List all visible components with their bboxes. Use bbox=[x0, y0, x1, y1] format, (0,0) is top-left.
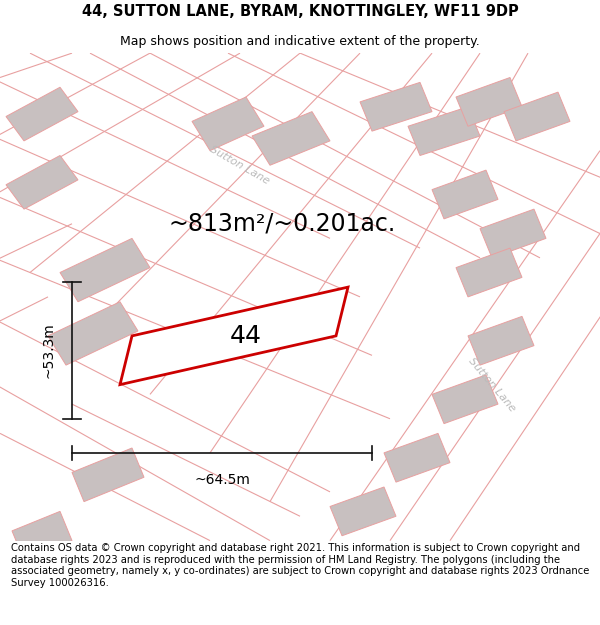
Polygon shape bbox=[360, 82, 432, 131]
Polygon shape bbox=[480, 209, 546, 258]
Text: Contains OS data © Crown copyright and database right 2021. This information is : Contains OS data © Crown copyright and d… bbox=[11, 543, 589, 588]
Polygon shape bbox=[408, 107, 480, 156]
Polygon shape bbox=[252, 112, 330, 165]
Polygon shape bbox=[120, 287, 348, 384]
Polygon shape bbox=[456, 248, 522, 297]
Polygon shape bbox=[432, 170, 498, 219]
Text: Map shows position and indicative extent of the property.: Map shows position and indicative extent… bbox=[120, 35, 480, 48]
Polygon shape bbox=[12, 511, 72, 560]
Text: Sutton Lane: Sutton Lane bbox=[208, 144, 272, 186]
Text: ~64.5m: ~64.5m bbox=[194, 472, 250, 487]
Polygon shape bbox=[72, 448, 144, 502]
Text: Sutton Lane: Sutton Lane bbox=[467, 356, 517, 414]
Polygon shape bbox=[48, 302, 138, 365]
Polygon shape bbox=[468, 316, 534, 365]
Polygon shape bbox=[456, 78, 522, 126]
Polygon shape bbox=[6, 156, 78, 209]
Polygon shape bbox=[330, 487, 396, 536]
Polygon shape bbox=[192, 97, 264, 151]
Polygon shape bbox=[6, 88, 78, 141]
Polygon shape bbox=[504, 92, 570, 141]
Text: 44: 44 bbox=[230, 324, 262, 348]
Text: ~53.3m: ~53.3m bbox=[41, 322, 55, 378]
Polygon shape bbox=[384, 433, 450, 482]
Text: 44, SUTTON LANE, BYRAM, KNOTTINGLEY, WF11 9DP: 44, SUTTON LANE, BYRAM, KNOTTINGLEY, WF1… bbox=[82, 4, 518, 19]
Polygon shape bbox=[432, 375, 498, 424]
Polygon shape bbox=[60, 238, 150, 302]
Text: ~813m²/~0.201ac.: ~813m²/~0.201ac. bbox=[169, 212, 395, 236]
